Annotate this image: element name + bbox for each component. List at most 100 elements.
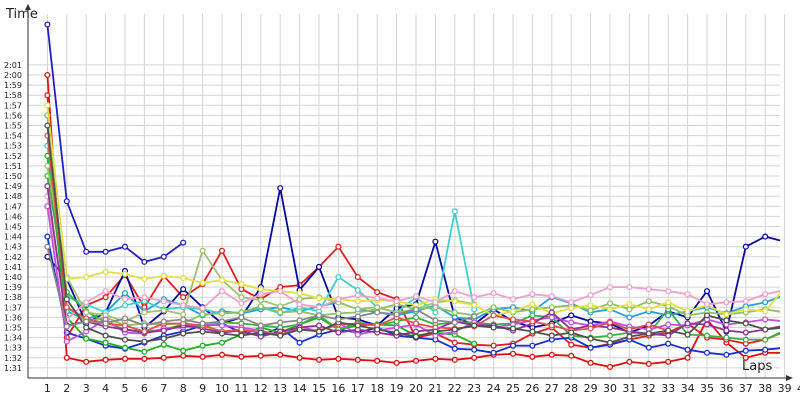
- data-point: [218, 351, 226, 358]
- series-line: [46, 175, 780, 341]
- series-17: [44, 122, 780, 346]
- data-point: [529, 312, 536, 319]
- data-point: [354, 331, 361, 338]
- data-point: [83, 318, 90, 325]
- x-tick-label: 37: [739, 382, 753, 395]
- data-point: [44, 71, 51, 79]
- data-point: [645, 330, 652, 337]
- data-point: [83, 309, 90, 316]
- y-tick-labels: 1:311:321:331:341:35 1:361:371:381:391:40…: [4, 61, 22, 373]
- data-point: [490, 324, 497, 331]
- data-point: [684, 291, 691, 298]
- data-point: [587, 325, 594, 332]
- data-point: [723, 317, 730, 324]
- data-point: [277, 332, 284, 339]
- data-point: [218, 318, 226, 325]
- data-point: [548, 314, 555, 321]
- data-point: [626, 333, 633, 340]
- data-point: [315, 304, 323, 311]
- data-point: [723, 311, 730, 318]
- data-point: [471, 294, 478, 301]
- y-axis-arrow: [25, 4, 31, 10]
- data-point: [44, 243, 51, 250]
- data-point: [587, 292, 594, 299]
- data-point: [335, 243, 342, 250]
- data-point: [606, 363, 614, 370]
- x-tick-labels: 1 2 3 4 5 6 7 8 9 10 11 12 13 14 15 16 17 18 19 20 21 22 23 24 2…: [44, 382, 800, 395]
- x-tick-label: 12: [254, 382, 268, 395]
- series-4: [44, 21, 187, 265]
- data-point: [374, 326, 381, 333]
- data-point: [238, 332, 245, 339]
- data-point: [412, 293, 420, 300]
- data-point: [742, 347, 749, 354]
- data-point: [141, 275, 148, 283]
- data-point: [199, 328, 206, 335]
- data-point: [63, 323, 70, 330]
- data-point: [703, 332, 711, 339]
- data-point: [548, 332, 555, 339]
- x-tick-label: 20: [409, 382, 423, 395]
- data-point: [626, 284, 633, 291]
- data-point: [121, 290, 129, 297]
- data-point: [606, 339, 614, 346]
- data-point: [83, 335, 90, 342]
- data-point: [509, 325, 517, 332]
- data-point: [684, 354, 691, 361]
- data-point: [180, 330, 187, 337]
- data-point: [432, 238, 439, 245]
- data-point: [218, 339, 226, 346]
- x-tick-label: 38: [758, 382, 772, 395]
- data-point: [606, 300, 614, 307]
- data-point: [277, 309, 284, 316]
- y-tick-label: 1:34: [4, 334, 22, 343]
- data-point: [83, 273, 90, 281]
- data-point: [529, 353, 536, 360]
- data-point: [238, 286, 245, 293]
- data-point: [703, 321, 711, 328]
- data-point: [180, 294, 187, 301]
- data-point: [315, 295, 323, 302]
- series-18: [44, 243, 478, 330]
- data-point: [548, 293, 555, 300]
- data-point: [742, 320, 749, 327]
- y-tick-label: 1:55: [4, 122, 22, 131]
- data-point: [277, 288, 284, 295]
- data-point: [277, 185, 284, 192]
- data-point: [412, 357, 420, 364]
- x-tick-label: 15: [312, 382, 326, 395]
- y-tick-label: 1:58: [4, 91, 22, 100]
- series-line: [46, 95, 780, 349]
- data-point: [257, 297, 264, 304]
- data-point: [509, 308, 517, 315]
- data-point: [451, 208, 458, 215]
- data-point: [238, 294, 245, 301]
- x-tick-label: 40: [797, 382, 800, 395]
- data-point: [44, 92, 51, 99]
- data-point: [257, 322, 264, 329]
- data-point: [102, 356, 109, 363]
- data-point: [102, 339, 109, 346]
- data-point: [296, 354, 303, 361]
- x-axis-arrow: [786, 375, 793, 381]
- data-point: [412, 333, 420, 340]
- data-point: [529, 318, 536, 325]
- data-point: [645, 298, 652, 305]
- data-point: [471, 302, 478, 309]
- data-point: [315, 263, 323, 270]
- y-tick-label: 1:37: [4, 303, 22, 312]
- data-point: [257, 286, 264, 293]
- data-point: [762, 233, 769, 240]
- data-point: [626, 358, 633, 365]
- data-point: [354, 287, 361, 294]
- y-tick-label: 1:36: [4, 313, 22, 322]
- data-point: [762, 346, 769, 353]
- y-tick-label: 1:52: [4, 152, 22, 161]
- x-tick-label: 30: [603, 382, 617, 395]
- data-point: [238, 300, 245, 307]
- y-tick-label: 1:31: [4, 364, 22, 373]
- data-point: [199, 311, 206, 318]
- series-line: [46, 196, 780, 321]
- data-point: [199, 305, 206, 312]
